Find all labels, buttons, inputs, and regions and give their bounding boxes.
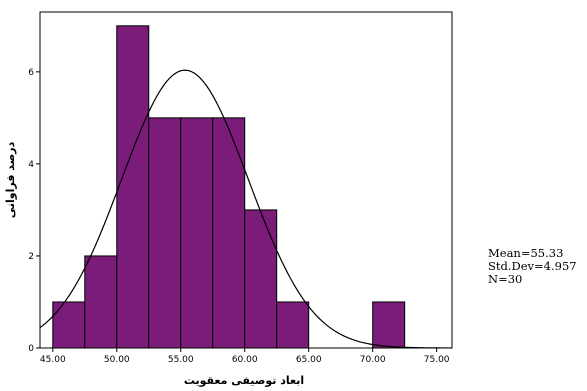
histogram-bar-6 [244,209,278,349]
y-tick-label-1: 2 [28,252,34,262]
bars-layer [52,25,406,349]
x-tick-label-6: 75.00 [424,355,450,365]
x-tick-label-3: 60.00 [232,355,258,365]
histogram-bar-2 [116,25,150,349]
histogram-bar-10 [372,301,406,349]
x-tick-label-0: 45.00 [40,355,66,365]
y-axis-title: درصد فراوانی [4,141,17,218]
x-tick-label-5: 70.00 [360,355,386,365]
stats-legend: Mean=55.33 Std.Dev=4.957 N=30 [488,247,577,286]
stddev-label: Std.Dev=4.957 [488,259,577,273]
histogram-bar-0 [52,301,86,349]
histogram-bar-5 [212,117,246,349]
y-tick-label-3: 6 [28,68,34,78]
mean-label: Mean=55.33 [488,246,564,260]
histogram-bar-7 [276,301,310,349]
normal-curve [39,69,453,349]
n-label: N=30 [488,272,523,286]
x-axis-title: ابعاد توصیفی معقویت [184,374,304,387]
y-tick-label-0: 0 [28,344,34,354]
histogram-bar-3 [148,117,182,349]
ticks-layer: 45.00 50.00 55.00 60.00 65.00 70.00 75.00 0 2 4 6 [28,68,450,365]
histogram-bar-4 [180,117,214,349]
histogram-bar-1 [84,255,118,349]
y-tick-label-2: 4 [28,160,34,170]
x-tick-label-1: 50.00 [104,355,130,365]
x-tick-label-4: 65.00 [296,355,322,365]
x-tick-label-2: 55.00 [168,355,194,365]
